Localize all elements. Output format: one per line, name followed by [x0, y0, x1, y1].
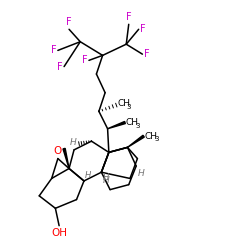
Text: F: F	[57, 62, 62, 72]
Text: 3: 3	[154, 136, 158, 142]
Text: H: H	[103, 174, 109, 182]
Text: H: H	[138, 168, 144, 177]
Text: CH: CH	[126, 118, 139, 127]
Text: F: F	[51, 46, 56, 56]
Text: 3: 3	[136, 123, 140, 129]
Text: 3: 3	[127, 104, 131, 110]
Text: CH: CH	[117, 99, 130, 108]
Text: CH: CH	[145, 132, 158, 141]
Text: OH: OH	[51, 228, 67, 238]
Text: H: H	[70, 138, 76, 147]
Text: F: F	[82, 55, 87, 65]
Text: F: F	[66, 17, 72, 27]
Text: F: F	[144, 49, 150, 59]
Text: F: F	[140, 24, 146, 34]
Text: O: O	[54, 146, 62, 156]
Polygon shape	[128, 135, 144, 147]
Text: H: H	[103, 176, 110, 185]
Polygon shape	[108, 122, 126, 129]
Polygon shape	[63, 148, 69, 169]
Text: F: F	[126, 12, 132, 22]
Text: H: H	[85, 171, 91, 180]
